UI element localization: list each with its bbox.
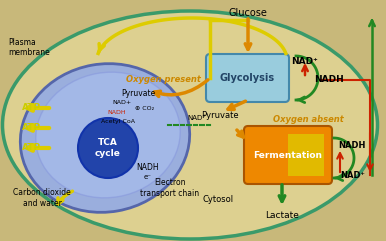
Text: NADH: NADH bbox=[137, 163, 159, 173]
Text: Lactate: Lactate bbox=[265, 210, 299, 220]
Text: ATP: ATP bbox=[22, 143, 42, 153]
Text: Carbon dioxide
and water: Carbon dioxide and water bbox=[13, 188, 71, 208]
Text: ATP: ATP bbox=[22, 103, 42, 113]
Text: Glycolysis: Glycolysis bbox=[220, 73, 275, 83]
Text: Pyruvate: Pyruvate bbox=[201, 112, 239, 120]
FancyBboxPatch shape bbox=[206, 54, 289, 102]
Text: membrane: membrane bbox=[8, 48, 50, 57]
Text: ⊕ CO₂: ⊕ CO₂ bbox=[135, 106, 154, 111]
FancyBboxPatch shape bbox=[244, 126, 332, 184]
Ellipse shape bbox=[2, 11, 378, 239]
Text: e⁻: e⁻ bbox=[144, 174, 152, 180]
Text: Plasma: Plasma bbox=[8, 38, 36, 47]
Text: Fermentation: Fermentation bbox=[254, 150, 322, 160]
Text: Electron
transport chain: Electron transport chain bbox=[141, 178, 200, 198]
Text: Pyruvate: Pyruvate bbox=[121, 88, 155, 98]
Text: NAD⁺: NAD⁺ bbox=[291, 58, 317, 67]
Bar bbox=[288, 134, 324, 176]
Text: Cytosol: Cytosol bbox=[202, 195, 234, 205]
Ellipse shape bbox=[20, 64, 190, 212]
Ellipse shape bbox=[36, 72, 180, 198]
Circle shape bbox=[78, 118, 138, 178]
Text: TCA
cycle: TCA cycle bbox=[95, 138, 121, 158]
Text: Glucose: Glucose bbox=[229, 8, 267, 18]
Text: NAD+: NAD+ bbox=[112, 100, 132, 106]
Text: NADH: NADH bbox=[108, 109, 126, 114]
Text: Oxygen absent: Oxygen absent bbox=[273, 115, 344, 125]
Text: NAD⁺: NAD⁺ bbox=[188, 115, 207, 121]
Text: NAD⁺: NAD⁺ bbox=[340, 170, 365, 180]
Text: Oxygen present: Oxygen present bbox=[125, 75, 200, 85]
Text: Acetyl CoA: Acetyl CoA bbox=[101, 120, 135, 125]
Text: ATP: ATP bbox=[22, 123, 42, 133]
Text: NADH: NADH bbox=[338, 141, 366, 149]
Text: NADH: NADH bbox=[314, 75, 344, 85]
